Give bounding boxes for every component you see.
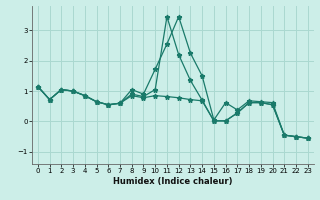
X-axis label: Humidex (Indice chaleur): Humidex (Indice chaleur) — [113, 177, 233, 186]
